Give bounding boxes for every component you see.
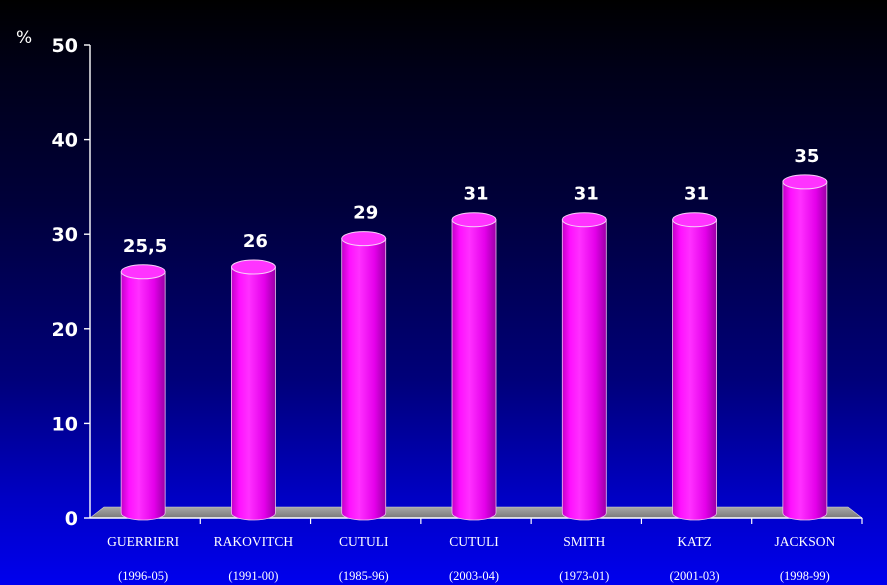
bar-top bbox=[230, 259, 276, 275]
x-category-period-label: (2001-03) bbox=[670, 569, 720, 583]
x-category-period-label: (1996-05) bbox=[118, 569, 168, 583]
bar-value-label: 26 bbox=[243, 231, 268, 252]
bar-series: 25,5 26 29 31 31 31 35 bbox=[120, 146, 828, 521]
bar-value-label: 25,5 bbox=[123, 236, 167, 257]
x-category-label: GUERRIERI bbox=[107, 534, 180, 549]
y-axis-ticks: 0 10 20 30 40 50 bbox=[52, 35, 90, 530]
bar-top bbox=[120, 264, 166, 280]
bar bbox=[672, 212, 718, 521]
bar bbox=[782, 174, 828, 521]
bar bbox=[561, 212, 607, 521]
bar-value-label: 29 bbox=[353, 203, 378, 224]
bar bbox=[230, 259, 276, 521]
bar-value-label: 31 bbox=[574, 184, 599, 205]
bar-body bbox=[561, 219, 607, 521]
y-tick-label: 50 bbox=[52, 35, 78, 57]
bar-top bbox=[672, 212, 718, 228]
x-category-label: SMITH bbox=[563, 534, 605, 549]
x-category-period-label: (1991-00) bbox=[228, 569, 278, 583]
x-category-label: JACKSON bbox=[774, 534, 835, 549]
y-tick-label: 20 bbox=[52, 319, 78, 341]
bar-top bbox=[782, 174, 828, 190]
bar-body bbox=[231, 266, 276, 521]
x-axis-labels: GUERRIERI (1996-05) RAKOVITCH (1991-00) CUTU… bbox=[107, 518, 863, 583]
x-category-period-label: (1973-01) bbox=[559, 569, 609, 583]
x-category-period-label: (1985-96) bbox=[339, 569, 389, 583]
x-category-label: CUTULI bbox=[449, 534, 499, 549]
bar-body bbox=[672, 219, 717, 521]
bar bbox=[451, 212, 497, 521]
bar-body bbox=[341, 238, 387, 521]
bar-body bbox=[782, 181, 828, 521]
x-category-label: RAKOVITCH bbox=[214, 534, 294, 549]
bar-body bbox=[120, 271, 166, 521]
bar-top bbox=[341, 231, 387, 247]
bar bbox=[120, 264, 166, 521]
y-tick-label: 0 bbox=[65, 508, 78, 530]
y-tick-label: 40 bbox=[52, 130, 78, 152]
bar-top bbox=[561, 212, 607, 228]
y-tick-label: 30 bbox=[52, 224, 78, 246]
bar-value-label: 35 bbox=[794, 146, 819, 167]
bar bbox=[341, 231, 387, 521]
bar-value-label: 31 bbox=[463, 184, 488, 205]
x-category-period-label: (2003-04) bbox=[449, 569, 499, 583]
bar-top bbox=[451, 212, 497, 228]
y-axis-unit-label: % bbox=[16, 28, 32, 48]
y-tick-label: 10 bbox=[52, 413, 78, 435]
x-category-label: CUTULI bbox=[339, 534, 389, 549]
bar-body bbox=[451, 219, 497, 521]
x-category-label: KATZ bbox=[677, 534, 712, 549]
x-category-period-label: (1998-99) bbox=[780, 569, 830, 583]
bar-value-label: 31 bbox=[684, 184, 709, 205]
